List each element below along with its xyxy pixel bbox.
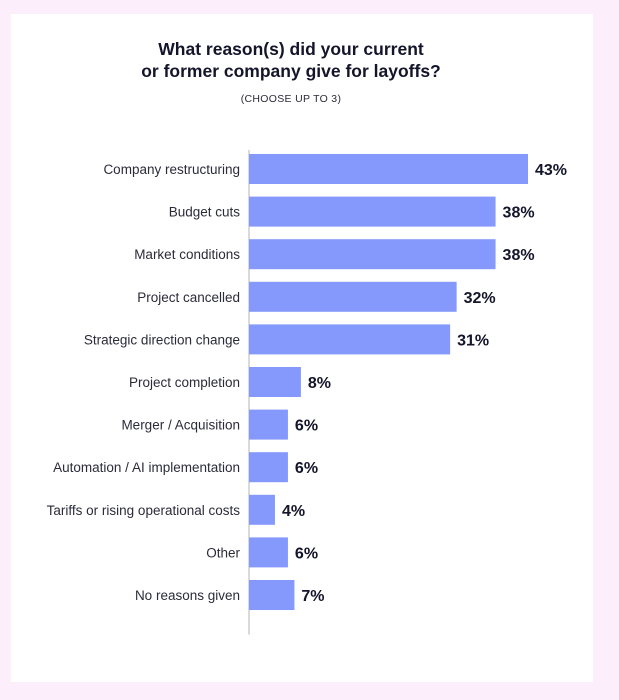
chart-title: What reason(s) did your current or forme… xyxy=(11,38,571,82)
value-label: 8% xyxy=(308,375,331,392)
category-label: Other xyxy=(206,545,240,560)
category-label: No reasons given xyxy=(135,588,240,603)
value-label: 32% xyxy=(464,290,496,307)
category-label: Market conditions xyxy=(134,247,240,262)
bar xyxy=(249,537,288,568)
chart-card: What reason(s) did your current or forme… xyxy=(11,14,593,682)
category-label: Project cancelled xyxy=(137,290,240,305)
value-label: 6% xyxy=(295,460,318,477)
category-label: Project completion xyxy=(129,375,240,390)
category-label: Merger / Acquisition xyxy=(121,418,240,433)
value-label: 38% xyxy=(503,205,535,222)
value-label: 31% xyxy=(457,332,489,349)
category-label: Budget cuts xyxy=(169,205,241,220)
category-label: Strategic direction change xyxy=(84,332,240,347)
value-label: 6% xyxy=(295,545,318,562)
bar xyxy=(249,324,451,355)
chart-subtitle: (CHOOSE UP TO 3) xyxy=(240,93,342,105)
bar xyxy=(249,409,288,440)
bar xyxy=(249,580,295,610)
category-label: Automation / AI implementation xyxy=(53,460,240,475)
value-label: 7% xyxy=(301,588,324,605)
value-label: 38% xyxy=(503,247,535,264)
bar-chart: Company restructuring 43% Budget cuts 38% Ma… xyxy=(47,150,567,635)
value-label: 6% xyxy=(295,418,318,435)
bar xyxy=(249,367,301,397)
value-label: 4% xyxy=(282,503,305,520)
bar xyxy=(249,239,496,270)
bar xyxy=(249,154,528,184)
bar xyxy=(249,281,457,312)
category-label: Company restructuring xyxy=(103,162,240,177)
bar xyxy=(249,494,275,525)
bar xyxy=(249,196,496,227)
category-label: Tariffs or rising operational costs xyxy=(47,503,241,518)
chart-title-line-1: What reason(s) did your current xyxy=(158,39,424,59)
chart-title-line-2: or former company give for layoffs? xyxy=(141,61,441,81)
bar xyxy=(249,452,288,483)
value-label: 43% xyxy=(535,162,567,179)
